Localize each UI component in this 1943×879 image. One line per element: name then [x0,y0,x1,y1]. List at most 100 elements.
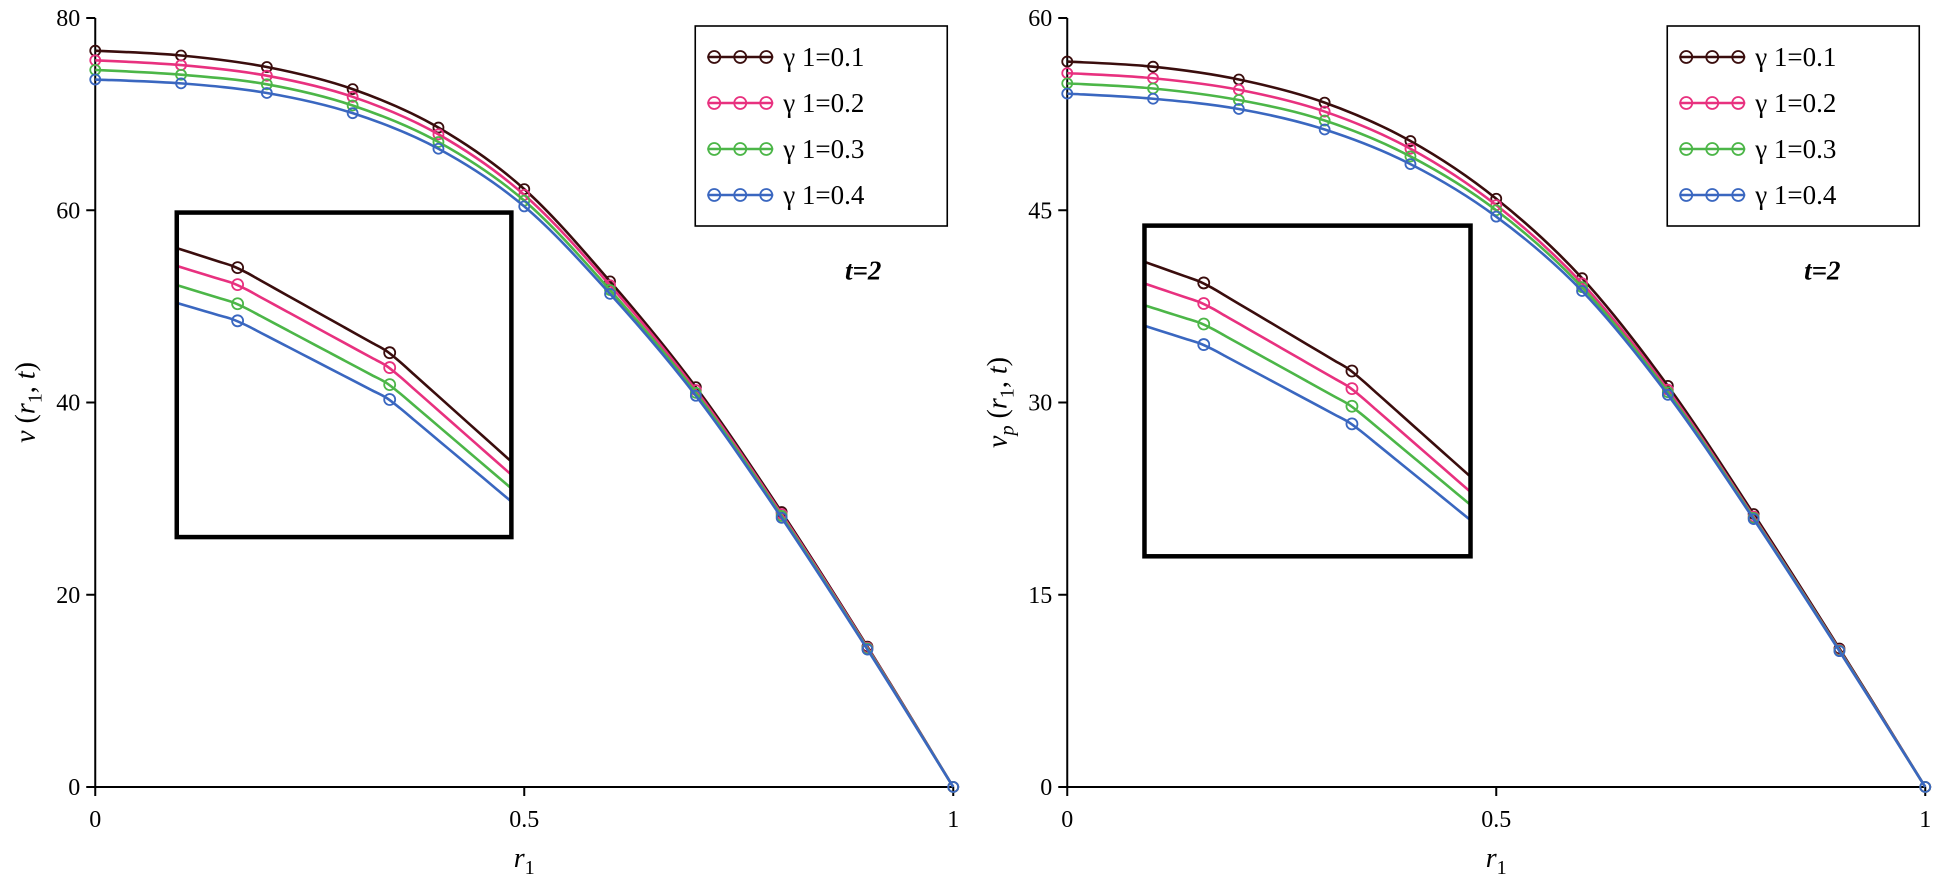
legend-marker-sample [759,142,774,156]
data-marker [1318,114,1331,127]
y-tick-label: 30 [1028,391,1052,417]
legend-marker-sample [1730,96,1745,110]
inset-marker [383,393,397,406]
data-marker [432,136,445,148]
data-marker [346,99,359,112]
x-tick-label: 1 [1919,807,1931,833]
data-marker [260,61,273,73]
data-marker [1146,92,1159,105]
inset-marker [231,314,245,328]
data-marker [89,73,102,86]
data-marker [689,389,702,402]
right-plot-svg: 0 15 30 45 60 0 0.5 1 vp (r1, t) r1 γ 1=0.1 γ 1=0.2… [982,6,1931,879]
data-marker [1575,285,1588,297]
inset-marker [383,378,397,391]
y-tick-label: 0 [1040,775,1052,801]
legend-marker-sample [1730,142,1745,156]
x-axis-label: r1 [1485,843,1506,879]
legend-label: γ 1=0.4 [1754,180,1837,210]
legend-marker-sample [759,188,774,202]
legend-label: γ 1=0.2 [1754,88,1836,118]
legend-label: γ 1=0.1 [782,42,864,72]
legend-marker-sample [1704,50,1719,64]
inset-marker [1196,317,1210,331]
inset-zoom [174,210,514,540]
x-tick-label: 0.5 [1481,807,1511,833]
x-tick-label: 0 [1061,807,1073,833]
data-marker [1489,210,1502,223]
inset-marker [1196,276,1210,290]
y-tick-label: 60 [1028,6,1052,32]
legend-marker-sample [759,96,774,110]
legend-marker-sample [733,188,748,202]
data-marker [1318,96,1331,109]
data-marker [432,121,445,134]
data-marker [947,781,960,793]
legend-label: γ 1=0.3 [782,134,864,164]
y-axis-label: vp (r1, t) [982,357,1018,448]
data-marker [1232,103,1245,115]
series-γ 1=0.4 [89,73,960,793]
data-marker [1747,513,1760,526]
legend-marker-sample [1678,50,1693,64]
inset-border [1141,223,1473,559]
y-tick-label: 40 [56,391,80,417]
data-marker [175,77,187,90]
data-marker [518,200,531,213]
left-chart: 0 20 40 60 80 0 0.5 1 v (r1, t) r1 γ 1=0.1 γ 1=0.2 γ… [10,6,960,879]
legend-label: γ 1=0.2 [782,88,864,118]
inset-marker [1196,297,1210,310]
data-marker [1232,94,1245,106]
y-tick-label: 15 [1028,583,1052,609]
data-marker [1918,781,1931,793]
data-marker [1661,388,1674,401]
legend-marker-sample [707,142,722,156]
y-axis-label: v (r1, t) [10,362,46,443]
legend-marker-sample [1678,96,1693,110]
data-marker [260,87,273,99]
y-tick-label: 20 [56,583,80,609]
inset-marker [383,361,397,374]
data-marker [604,287,616,300]
inset-marker [1345,364,1358,378]
inset-zoom [1141,223,1473,559]
axes: 0 15 30 45 60 0 0.5 1 [1028,6,1931,833]
data-marker [432,128,445,141]
data-marker [775,511,788,524]
data-marker [1404,135,1416,147]
legend-marker-sample [707,96,722,110]
x-tick-label: 0.5 [509,807,539,833]
legend-marker-sample [733,142,748,156]
data-marker [861,643,874,656]
inset-marker [1196,338,1210,351]
legend-marker-sample [733,50,748,64]
legend: γ 1=0.1 γ 1=0.2 γ 1=0.3 γ 1=0.4 [694,25,949,227]
inset-marker [383,346,397,360]
data-marker [346,90,359,103]
x-axis-label: r1 [514,843,535,879]
data-marker [1318,105,1331,118]
legend-label: γ 1=0.4 [782,180,865,210]
data-marker [346,83,359,96]
data-marker [1404,150,1416,163]
inset-curves [1143,260,1471,522]
legend-marker-sample [1704,142,1719,156]
data-marker [1404,142,1416,155]
data-marker [260,78,273,91]
legend-marker-sample [707,188,722,202]
legend-marker-sample [1730,188,1745,202]
inset-curves [176,246,512,503]
inset-marker [1345,399,1358,413]
legend-marker-sample [1704,96,1719,110]
y-tick-label: 80 [56,6,80,32]
y-tick-label: 45 [1028,198,1052,224]
legend-marker-sample [707,50,722,64]
series-γ 1=0.4 [1060,87,1931,793]
annotation-t: t=2 [845,255,881,285]
legend: γ 1=0.1 γ 1=0.2 γ 1=0.3 γ 1=0.4 [1665,25,1920,227]
right-chart: 0 15 30 45 60 0 0.5 1 vp (r1, t) r1 γ 1=0.1 γ 1=0.2… [972,0,1943,879]
legend-label: γ 1=0.1 [1754,42,1836,72]
legend-marker-sample [1678,188,1693,202]
data-marker [1060,55,1073,68]
